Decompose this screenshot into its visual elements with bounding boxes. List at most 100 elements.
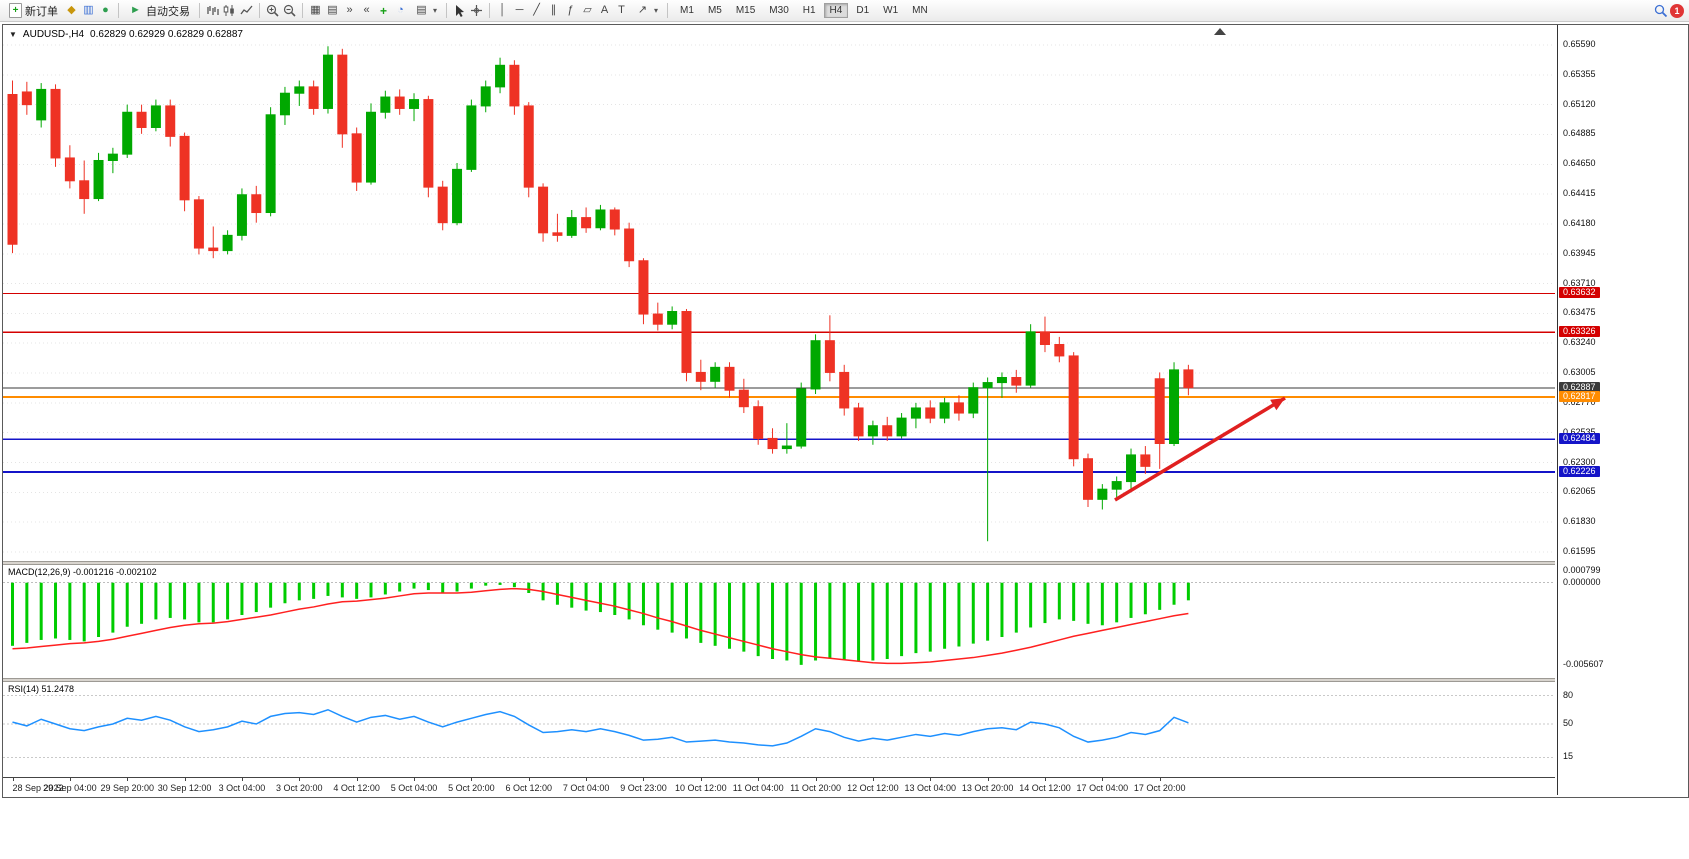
market-watch-icon[interactable]: ● <box>102 4 109 16</box>
search-icon[interactable] <box>1653 3 1668 18</box>
rsi-label: RSI(14) <box>8 684 40 694</box>
axis-label: 0.63475 <box>1563 307 1596 318</box>
axis-label: 0.62535 <box>1563 426 1596 437</box>
timeframe-m5-button[interactable]: M5 <box>707 5 722 16</box>
time-label: 14 Oct 12:00 <box>1019 783 1071 793</box>
tile-windows-icon[interactable]: ▦ <box>310 4 321 16</box>
new-order-icon: + <box>9 3 22 18</box>
bar-chart-icon[interactable] <box>205 3 220 18</box>
zoom-in-icon[interactable] <box>265 3 280 18</box>
time-tick <box>987 778 989 781</box>
time-tick <box>872 778 874 781</box>
toolbar-separator <box>489 3 491 18</box>
rsi-panel[interactable]: RSI(14) 51.2478 <box>3 682 1555 777</box>
label-tool-icon[interactable]: T <box>618 4 625 16</box>
timeframe-h4-button[interactable]: H4 <box>823 3 849 18</box>
new-order-button[interactable]: + 新订单 <box>5 1 62 21</box>
rsi-value: 51.2478 <box>41 684 75 694</box>
time-axis[interactable]: 28 Sep 2022 29 Sep 04:00 29 Sep 20:00 30 Se… <box>3 777 1555 796</box>
time-tick <box>586 778 588 781</box>
axis-label: 0.65355 <box>1563 68 1596 79</box>
time-label: 11 Oct 20:00 <box>790 783 841 793</box>
panel-splitter-rsi[interactable] <box>3 678 1555 682</box>
autotrading-button[interactable]: ► 自动交易 <box>124 1 194 21</box>
axis-label: 0.63005 <box>1563 367 1596 378</box>
history-center-icon[interactable]: ▥ <box>83 4 94 16</box>
axis-label: 0.61830 <box>1563 516 1596 527</box>
template-button[interactable]: ▤ ▾ <box>410 1 441 21</box>
text-tool-icon[interactable]: A <box>600 4 609 16</box>
periods-clock-icon[interactable]: ◔ <box>397 4 404 16</box>
compass-icon[interactable]: ◆ <box>67 4 76 16</box>
indicators-icon[interactable]: + <box>379 3 387 18</box>
timeframe-m15-button[interactable]: M15 <box>735 5 756 16</box>
time-label: 13 Oct 20:00 <box>961 783 1014 793</box>
macd-header: MACD(12,26,9) -0.001216 -0.002102 <box>8 567 157 577</box>
time-label: 12 Oct 12:00 <box>847 783 899 793</box>
template-icon: ▤ <box>416 4 427 16</box>
timeframe-h1-button[interactable]: H1 <box>802 5 816 16</box>
macd-panel[interactable]: MACD(12,26,9) -0.001216 -0.002102 <box>3 565 1555 678</box>
timeframe-mn-button[interactable]: MN <box>912 5 928 16</box>
cursor-icon[interactable] <box>452 3 467 18</box>
line-chart-icon[interactable] <box>239 3 254 18</box>
axis-label: 0.000000 <box>1563 576 1601 587</box>
rsi-header: RSI(14) 51.2478 <box>8 684 74 694</box>
time-tick <box>930 778 932 781</box>
symbol-dropdown-icon[interactable]: ▼ <box>9 30 17 39</box>
channel-tool-icon[interactable]: ∥ <box>550 4 557 16</box>
time-tick <box>1044 778 1046 781</box>
time-label: 5 Oct 04:00 <box>390 783 438 793</box>
time-label: 11 Oct 04:00 <box>732 783 784 793</box>
trendline-tool-icon[interactable]: ╱ <box>533 4 540 16</box>
timeframe-w1-button[interactable]: W1 <box>883 5 899 16</box>
time-tick <box>1159 778 1161 781</box>
ohlc-values: 0.62829 0.62929 0.62829 0.62887 <box>90 29 243 40</box>
price-tag: 0.62887 <box>1559 382 1600 394</box>
time-label: 3 Oct 20:00 <box>276 783 323 793</box>
time-label: 29 Sep 20:00 <box>100 783 154 793</box>
chevron-down-icon: ▾ <box>433 6 438 15</box>
zoom-out-icon[interactable] <box>282 3 297 18</box>
timeframe-m1-button[interactable]: M1 <box>680 5 694 16</box>
shapes-tool-icon[interactable]: ▱ <box>583 4 592 16</box>
horizontal-line-tool-icon[interactable]: ─ <box>515 4 524 16</box>
candlestick-chart[interactable] <box>3 25 1555 561</box>
main-chart-area[interactable]: ▼ AUDUSD-,H4 0.62829 0.62929 0.62829 0.6… <box>3 25 1555 561</box>
time-tick <box>414 778 416 781</box>
chart-window: ▼ AUDUSD-,H4 0.62829 0.62929 0.62829 0.6… <box>2 24 1689 798</box>
vertical-line-tool-icon[interactable]: │ <box>499 4 506 16</box>
time-label: 5 Oct 20:00 <box>448 783 495 793</box>
time-tick <box>528 778 530 781</box>
time-tick <box>184 778 186 781</box>
time-tick <box>241 778 243 781</box>
auto-scroll-icon[interactable]: » <box>346 4 353 16</box>
time-tick <box>700 778 702 781</box>
fibonacci-tool-icon[interactable]: ƒ <box>567 4 574 16</box>
toolbar-separator <box>259 3 260 18</box>
chart-shift-icon[interactable]: « <box>363 4 370 16</box>
panel-splitter-macd[interactable] <box>3 561 1555 565</box>
axis-label: 0.65590 <box>1563 39 1596 49</box>
price-tag: 0.62817 <box>1559 390 1600 402</box>
crosshair-icon[interactable] <box>469 3 484 18</box>
notification-badge[interactable]: 1 <box>1670 3 1684 18</box>
time-tick <box>758 778 760 781</box>
price-tag: 0.62484 <box>1559 433 1600 445</box>
axis-label: 0.64415 <box>1563 188 1596 199</box>
timeframe-d1-button[interactable]: D1 <box>856 5 870 16</box>
axis-label: 0.000799 <box>1563 565 1601 575</box>
axis-label: 50 <box>1563 718 1574 728</box>
timeframe-group: M1 M5 M15 M30 H1 H4 D1 W1 MN <box>673 3 935 18</box>
arrows-tool-button[interactable]: ↗ ▾ <box>631 1 662 21</box>
axis-label: -0.005607 <box>1563 658 1604 669</box>
price-tag: 0.63632 <box>1559 287 1600 299</box>
axis-label: 0.62065 <box>1563 486 1596 497</box>
candlestick-chart-icon[interactable] <box>222 3 237 18</box>
axis-label: 0.62300 <box>1563 456 1596 467</box>
arrow-tool-icon: ↗ <box>637 4 648 16</box>
timeframe-m30-button[interactable]: M30 <box>769 5 789 16</box>
macd-label: MACD(12,26,9) <box>8 567 71 577</box>
price-axis[interactable]: 0.65590 0.65355 0.65120 0.64885 0.64650 0.644… <box>1557 25 1688 795</box>
cascade-windows-icon[interactable]: ▤ <box>327 4 338 16</box>
